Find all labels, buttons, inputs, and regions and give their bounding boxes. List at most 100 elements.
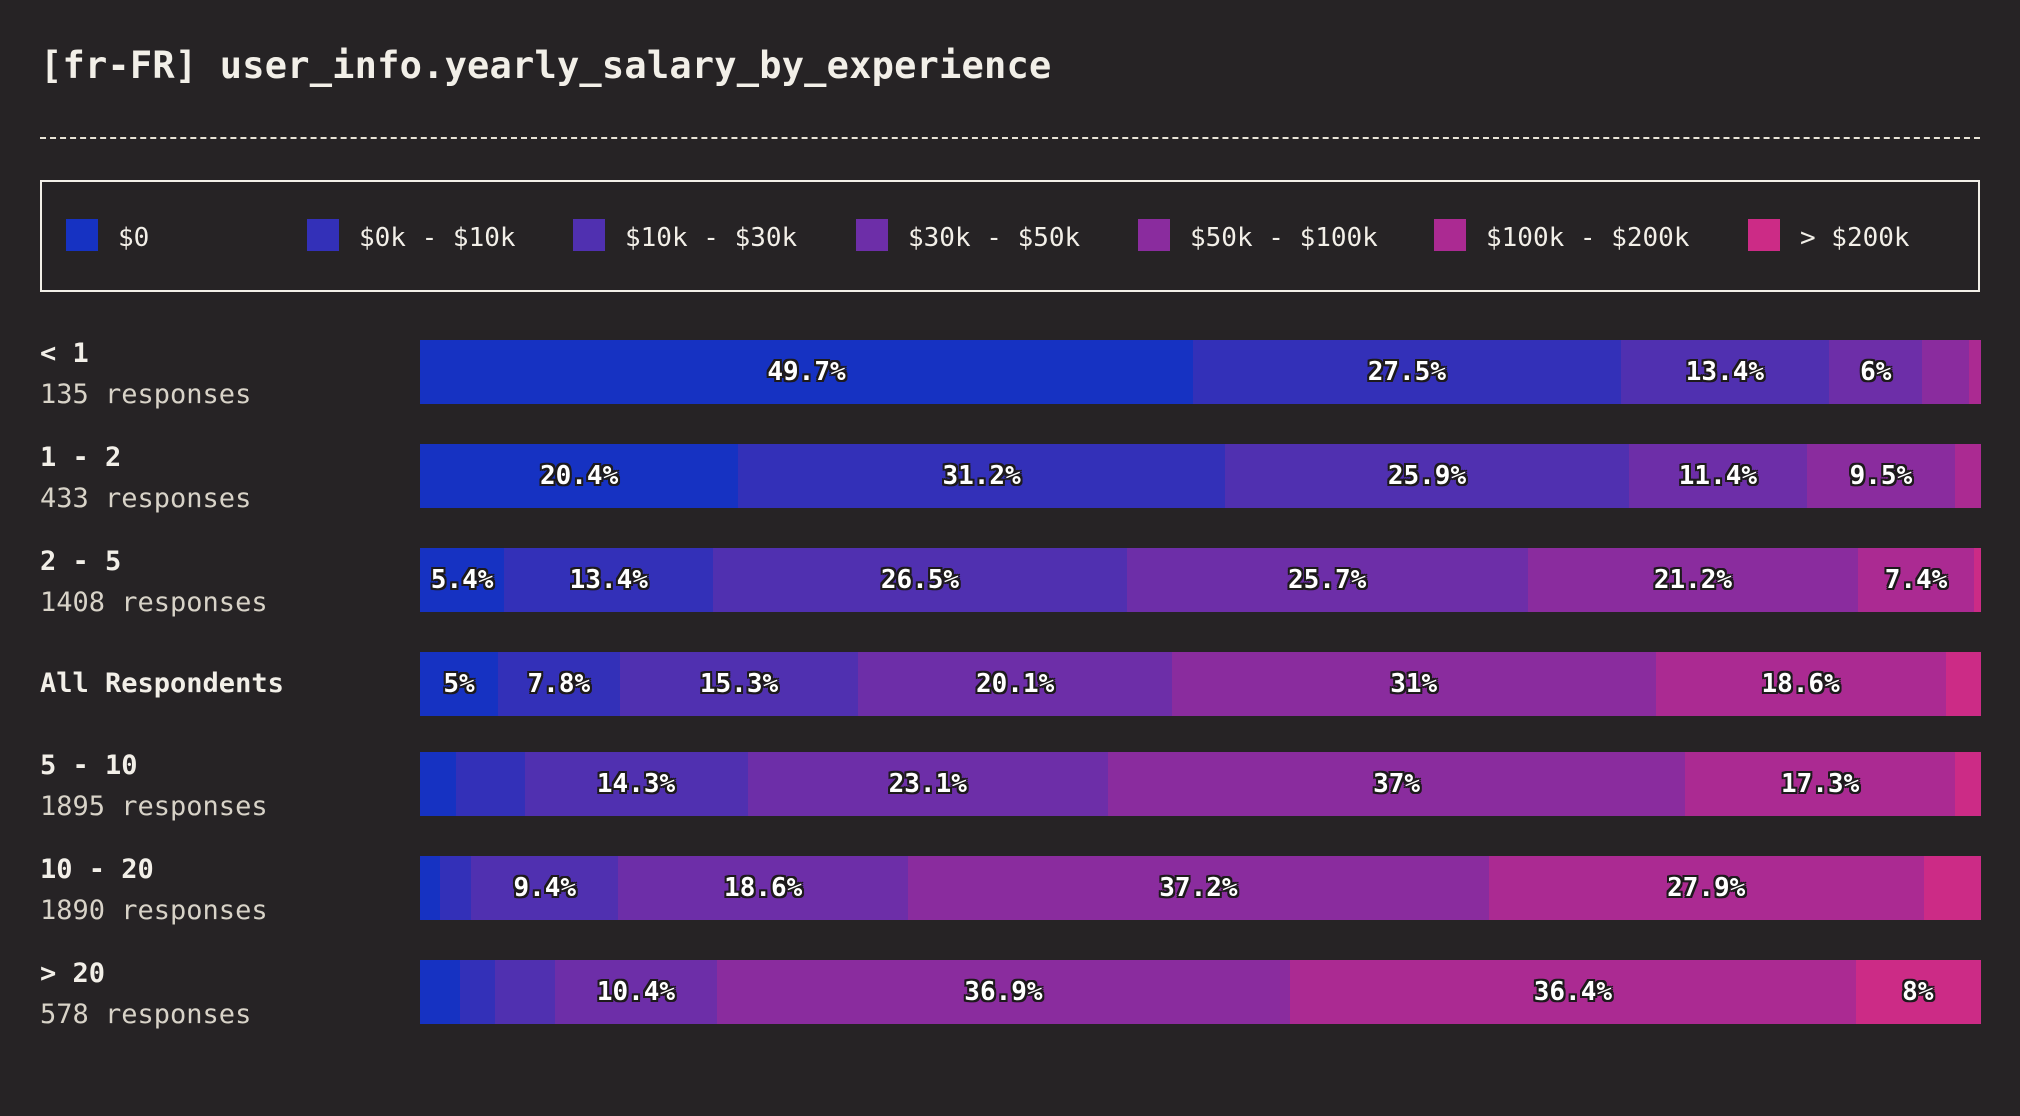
bar-segment <box>420 960 461 1024</box>
row-label-5: 10 - 20 1890 responses <box>40 854 268 926</box>
row-name: 1 - 2 <box>40 442 122 473</box>
bar-segment <box>1922 340 1970 404</box>
row-label-1: 1 - 2 433 responses <box>40 442 251 514</box>
data-label: 18.6% <box>1761 669 1840 699</box>
data-label: 9.4% <box>513 873 577 903</box>
bar-segment <box>555 960 718 1024</box>
bar-segment <box>1224 444 1630 508</box>
row-responses: 578 responses <box>40 999 252 1030</box>
data-label: 5% <box>443 669 475 699</box>
legend-swatch-6 <box>1748 219 1780 251</box>
bar-segment <box>1629 444 1808 508</box>
data-label: 13.4% <box>569 565 648 595</box>
bar-segment <box>1945 652 1981 716</box>
legend-label-0: $0 <box>118 223 150 253</box>
bar-segment <box>420 548 505 612</box>
bar-segment <box>738 444 1226 508</box>
bar-segment <box>494 960 556 1024</box>
data-label: 8% <box>1902 977 1934 1007</box>
data-label: 21.2% <box>1653 565 1733 595</box>
data-label: 37% <box>1373 769 1421 799</box>
data-label: 7.8% <box>527 669 591 699</box>
data-label: 26.5% <box>880 565 960 595</box>
legend-label-2: $10k - $30k <box>625 223 798 253</box>
legend: $0 $0k - $10k $10k - $30k $30k - $50k $5… <box>40 180 1980 292</box>
bar-4: 14.3% 23.1% 37% 17.3% <box>420 752 1981 816</box>
bar-segment <box>1829 340 1924 404</box>
data-label: 6% <box>1860 357 1892 387</box>
data-label: 11.4% <box>1678 461 1758 491</box>
bar-1: 20.4% 31.2% 25.9% 11.4% 9.5% <box>420 444 1981 508</box>
bar-segment <box>1973 548 1981 612</box>
data-label: 14.3% <box>596 769 676 799</box>
bar-6: 10.4% 36.9% 36.4% 8% <box>420 960 1981 1024</box>
row-name: 2 - 5 <box>40 546 122 577</box>
data-label: 37.2% <box>1159 873 1238 903</box>
row-responses: 433 responses <box>40 483 252 514</box>
data-label: 18.6% <box>724 873 803 903</box>
data-label: 7.4% <box>1884 565 1948 595</box>
legend-label-1: $0k - $10k <box>359 223 516 253</box>
data-label: 31.2% <box>942 461 1021 491</box>
legend-swatch-0 <box>66 219 98 251</box>
data-label: 20.4% <box>539 461 619 491</box>
bar-segment <box>1685 752 1956 816</box>
row-name: > 20 <box>40 958 106 989</box>
legend-swatch-1 <box>307 219 339 251</box>
bar-segment <box>455 752 526 816</box>
bar-segment <box>1806 444 1956 508</box>
bar-segment <box>420 856 441 920</box>
row-name: 5 - 10 <box>40 750 138 781</box>
bar-segment <box>1527 548 1859 612</box>
data-label: 23.1% <box>888 769 967 799</box>
row-responses: 135 responses <box>40 379 252 410</box>
data-label: 25.7% <box>1287 565 1367 595</box>
bar-segment <box>747 752 1109 816</box>
bar-segment <box>420 444 739 508</box>
bar-segment <box>1290 960 1857 1024</box>
bar-segment <box>1855 960 1981 1024</box>
title-divider <box>40 137 1980 139</box>
row-name: All Respondents <box>40 668 284 699</box>
row-label-6: > 20 578 responses <box>40 958 251 1030</box>
row-name: < 1 <box>40 338 89 369</box>
bar-3: 5% 7.8% 15.3% 20.1% 31% 18.6% <box>420 652 1981 716</box>
bar-segment <box>440 856 473 920</box>
bar-segment <box>420 652 499 716</box>
bar-segment <box>858 652 1173 716</box>
legend-label-3: $30k - $50k <box>908 223 1081 253</box>
row-label-0: < 1 135 responses <box>40 338 251 410</box>
data-label: 5.4% <box>430 565 494 595</box>
data-label: 10.4% <box>596 977 676 1007</box>
bar-segment <box>713 548 1128 612</box>
legend-label-5: $100k - $200k <box>1486 223 1690 253</box>
legend-swatch-4 <box>1138 219 1170 251</box>
data-label: 27.5% <box>1367 357 1446 387</box>
bar-segment <box>1969 340 1981 404</box>
bar-segment <box>471 856 619 920</box>
data-label: 13.4% <box>1685 357 1765 387</box>
legend-swatch-2 <box>573 219 605 251</box>
data-label: 15.3% <box>699 669 779 699</box>
bar-segment <box>1126 548 1529 612</box>
row-label-4: 5 - 10 1895 responses <box>40 750 268 822</box>
bar-segment <box>618 856 909 920</box>
legend-label-4: $50k - $100k <box>1190 223 1378 253</box>
bar-segment <box>1193 340 1622 404</box>
row-responses: 1408 responses <box>40 587 268 618</box>
row-responses: 1890 responses <box>40 895 268 926</box>
bar-segment <box>1858 548 1975 612</box>
data-label: 25.9% <box>1387 461 1467 491</box>
bar-segment <box>460 960 496 1024</box>
bar-segment <box>619 652 859 716</box>
data-label: 20.1% <box>975 669 1055 699</box>
bar-segment <box>1488 856 1925 920</box>
bar-segment <box>908 856 1490 920</box>
bar-segment <box>1955 444 1981 508</box>
data-label: 36.9% <box>964 977 1043 1007</box>
bar-segment <box>420 752 457 816</box>
data-label: 31% <box>1390 669 1438 699</box>
chart-title: [fr-FR] user_info.yearly_salary_by_exper… <box>40 44 1052 87</box>
row-responses: 1895 responses <box>40 791 268 822</box>
row-label-2: 2 - 5 1408 responses <box>40 546 268 618</box>
